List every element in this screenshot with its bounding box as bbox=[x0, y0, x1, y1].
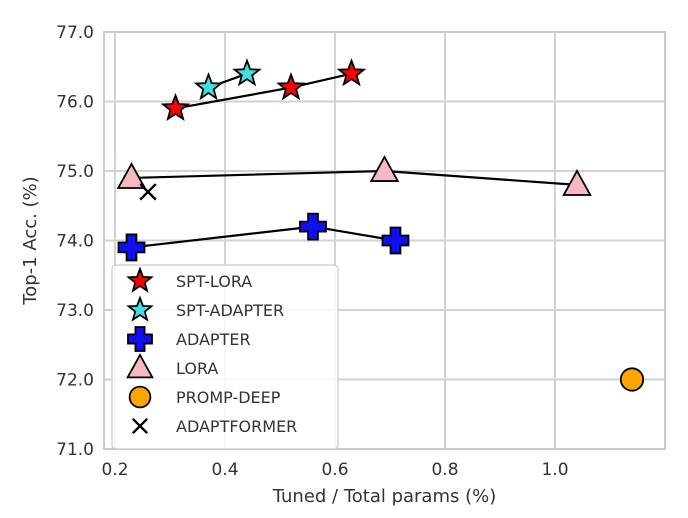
y-tick-label: 76.0 bbox=[56, 93, 94, 113]
y-tick-label: 75.0 bbox=[56, 162, 94, 182]
lora-point bbox=[562, 169, 592, 196]
adapter-point bbox=[299, 212, 327, 241]
x-tick-label: 0.8 bbox=[431, 460, 458, 480]
y-tick-label: 71.0 bbox=[56, 440, 94, 460]
adapter-point bbox=[117, 233, 146, 262]
y-tick-label: 72.0 bbox=[56, 371, 94, 391]
legend-box bbox=[111, 264, 339, 450]
legend-label-adaptformer: ADAPTFORMER bbox=[176, 417, 297, 436]
legend-marker-adaptformer bbox=[131, 417, 149, 435]
legend-marker-promp-deep bbox=[128, 385, 152, 409]
legend: SPT-LORA SPT-ADAPTER ADAPTER LORA PROMP-DEEP… bbox=[111, 264, 339, 450]
lora-point bbox=[369, 155, 400, 182]
y-axis-label: Top-1 Acc. (%) bbox=[20, 176, 41, 305]
lora-point bbox=[116, 162, 147, 189]
tick-labels: 0.2 0.4 0.6 0.8 1.0 71.0 72.0 73.0 74.0 75.0 76.0 7… bbox=[56, 23, 568, 480]
y-tick-label: 77.0 bbox=[56, 23, 94, 43]
legend-label-spt-adapter: SPT-ADAPTER bbox=[176, 301, 284, 320]
legend-marker-spt-lora bbox=[126, 266, 154, 293]
legend-label-adapter: ADAPTER bbox=[176, 330, 251, 349]
spt-lora-point bbox=[276, 72, 306, 101]
x-tick-label: 0.6 bbox=[321, 460, 348, 480]
x-tick-label: 0.4 bbox=[211, 460, 238, 480]
adaptformer-point bbox=[139, 183, 157, 201]
legend-marker-lora bbox=[126, 353, 154, 379]
promp-deep-point bbox=[619, 367, 645, 392]
plot-frame bbox=[103, 31, 666, 450]
spt-adapter-point bbox=[232, 58, 262, 87]
x-tick-label: 1.0 bbox=[541, 460, 568, 480]
legend-label-promp-deep: PROMP-DEEP bbox=[176, 388, 281, 407]
y-tick-label: 74.0 bbox=[56, 232, 94, 252]
adapter-point bbox=[381, 226, 410, 255]
spt-adapter-point bbox=[193, 72, 224, 101]
spt-lora-point bbox=[336, 58, 367, 87]
legend-marker-adapter bbox=[127, 326, 153, 352]
series-layer bbox=[116, 58, 645, 392]
legend-marker-spt-adapter bbox=[126, 295, 154, 322]
x-tick-label: 0.2 bbox=[101, 460, 128, 480]
x-axis-label: Tuned / Total params (%) bbox=[272, 486, 497, 507]
spt-lora-point bbox=[160, 92, 191, 122]
legend-label-spt-lora: SPT-LORA bbox=[176, 272, 252, 291]
y-tick-label: 73.0 bbox=[56, 301, 94, 321]
legend-label-lora: LORA bbox=[176, 359, 218, 378]
